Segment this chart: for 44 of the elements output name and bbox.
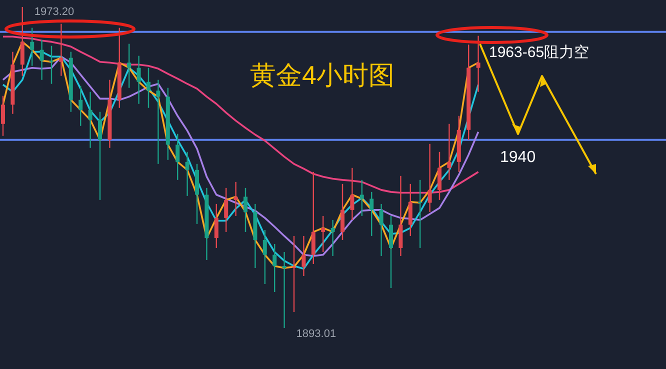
candlestick xyxy=(20,6,24,76)
candlestick xyxy=(98,111,102,201)
candlestick xyxy=(370,191,374,237)
candlestick xyxy=(59,23,64,76)
annotation: 1893.01 xyxy=(296,328,336,340)
candlestick xyxy=(185,151,190,197)
candlestick xyxy=(428,143,432,213)
candlestick xyxy=(262,229,267,285)
candlestick xyxy=(50,45,54,84)
candlestick xyxy=(438,151,442,201)
candlestick xyxy=(282,251,286,329)
candlestick xyxy=(78,85,83,126)
candlestick xyxy=(330,219,335,257)
text: 1963-65阻力空 xyxy=(489,44,590,61)
candlestick xyxy=(30,27,34,66)
candlestick xyxy=(146,67,150,108)
text: 黄金4小时图 xyxy=(250,60,394,90)
candlestick xyxy=(127,43,132,88)
candlestick xyxy=(311,171,316,265)
candlestick xyxy=(379,203,384,257)
annotation: 1973.20 xyxy=(34,6,74,18)
candlestick xyxy=(302,235,306,277)
candlestick xyxy=(408,183,412,237)
candlestick xyxy=(418,179,422,249)
candlestick xyxy=(214,203,218,249)
candlestick xyxy=(447,123,452,181)
candlestick xyxy=(476,35,480,92)
candlestick xyxy=(350,167,354,221)
candlestick xyxy=(234,181,238,217)
candlestick xyxy=(1,95,5,136)
candlestick xyxy=(360,179,364,217)
candlestick xyxy=(321,215,326,253)
candlestick xyxy=(272,243,277,293)
ref-line-label: 1940 xyxy=(500,148,536,166)
candlestick xyxy=(389,215,393,289)
candlestick xyxy=(40,39,44,80)
candlestick xyxy=(156,79,160,165)
candlestick xyxy=(340,183,344,241)
candlestick xyxy=(136,55,141,104)
candlestick xyxy=(224,187,228,233)
candlestick xyxy=(244,187,248,233)
candlestick xyxy=(176,133,180,181)
candlestick xyxy=(88,91,92,149)
candlestick xyxy=(398,175,403,257)
